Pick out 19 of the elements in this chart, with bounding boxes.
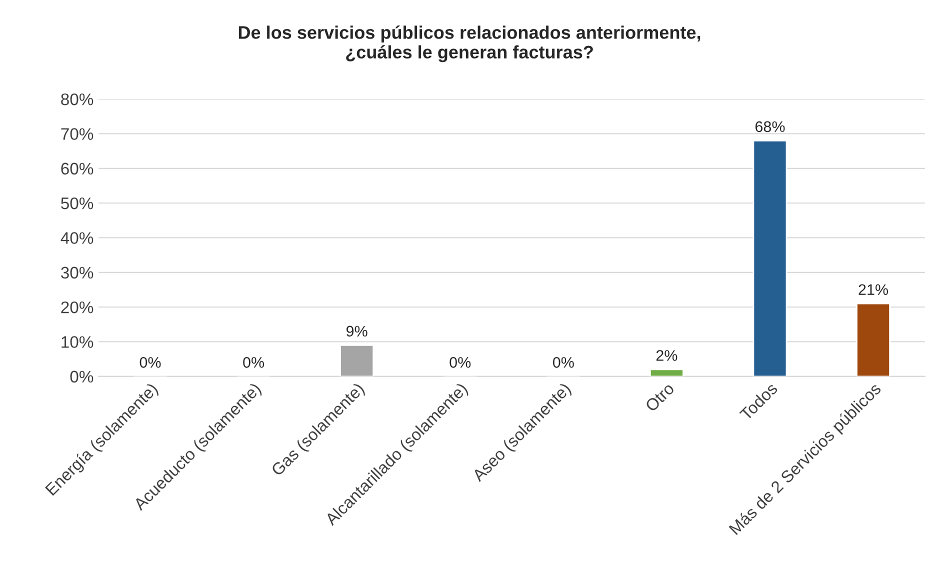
y-tick-label: 20% [61, 301, 94, 314]
y-tick-label: 0% [70, 370, 94, 383]
y-tick-label: 60% [61, 162, 94, 175]
y-tick-label: 70% [61, 128, 94, 140]
y-tick-label: 30% [61, 266, 94, 279]
data-label: 0% [450, 356, 471, 368]
data-label: 9% [346, 326, 368, 337]
y-tick-label: 50% [61, 197, 94, 210]
data-label: 68% [755, 121, 785, 132]
data-label: 0% [552, 356, 574, 368]
data-label: 21% [858, 284, 888, 295]
y-tick-label: 80% [61, 93, 94, 106]
y-tick-label: 40% [60, 232, 94, 244]
data-label: 0% [243, 356, 264, 368]
chart-title: De los servicios públicos relacionados anteriormente, ¿cuáles le generan facturas? [238, 25, 700, 62]
x-tick-label: Otro [644, 382, 675, 412]
data-label: 2% [656, 350, 678, 361]
y-tick-label: 10% [62, 336, 94, 348]
data-label: 0% [140, 356, 161, 368]
